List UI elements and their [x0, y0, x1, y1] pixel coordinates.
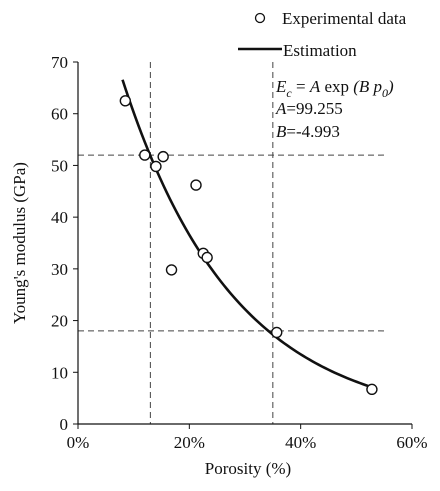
data-point [271, 326, 283, 339]
data-point [165, 264, 178, 276]
data-point [201, 251, 213, 264]
y-axis-label: Young's modulus (GPa) [10, 162, 29, 324]
y-tick-label: 60 [51, 105, 68, 124]
estimation-curve [121, 79, 377, 390]
coefficient-a: A=99.255 [275, 99, 343, 118]
formula-line: Ec = A exp (B p0) [275, 77, 394, 100]
formula-annotation: Ec = A exp (B p0) A=99.255 B=-4.993 [275, 77, 394, 141]
y-tick-label: 20 [51, 312, 68, 331]
y-tick-label: 30 [51, 260, 68, 279]
tick-labels: 0 10 20 30 40 50 60 70 0% 20% 40% 60% [51, 53, 428, 452]
y-tick-label: 50 [51, 156, 68, 175]
coefficient-b: B=-4.993 [276, 122, 340, 141]
experimental-points [119, 95, 378, 396]
reference-lines [78, 62, 384, 424]
legend-label-experimental: Experimental data [282, 9, 407, 28]
data-point [190, 179, 202, 191]
y-tick-label: 0 [60, 415, 69, 434]
tick-marks [73, 61, 413, 429]
x-axis-label: Porosity (%) [205, 459, 291, 478]
axes [77, 62, 412, 425]
x-tick-label: 40% [285, 433, 316, 452]
estimation-line [121, 79, 377, 390]
data-point [150, 160, 162, 173]
x-tick-label: 20% [174, 433, 205, 452]
legend-label-estimation: Estimation [283, 41, 357, 60]
x-tick-label: 0% [67, 433, 90, 452]
y-tick-label: 70 [51, 53, 68, 72]
y-tick-label: 10 [51, 363, 68, 382]
data-point [366, 383, 378, 396]
y-tick-label: 40 [51, 208, 68, 227]
x-tick-label: 60% [396, 433, 427, 452]
legend-marker-experimental [254, 12, 266, 24]
data-point [157, 150, 169, 163]
legend: Experimental data Estimation [238, 9, 407, 60]
data-point [119, 95, 132, 107]
data-point [139, 149, 151, 161]
